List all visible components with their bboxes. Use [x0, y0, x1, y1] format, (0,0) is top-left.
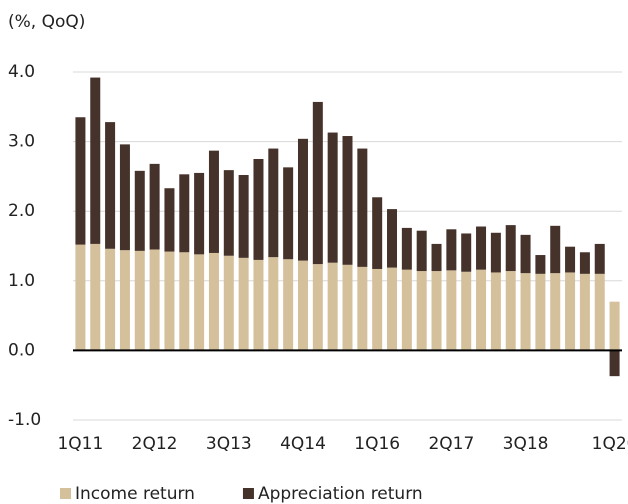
bar-segment [119, 250, 130, 351]
bar-segment [357, 148, 368, 267]
bar-segment [149, 163, 160, 250]
bar-segment [75, 244, 86, 351]
bar-segment [401, 227, 412, 270]
bar-segment [312, 101, 323, 265]
y-tick-label: 0.0 [8, 340, 35, 360]
bar-segment [476, 226, 487, 270]
bar-segment [505, 271, 516, 351]
bar-segment [164, 251, 175, 351]
bar-segment [194, 254, 205, 351]
bar-segment [476, 269, 487, 351]
bar-segment [194, 172, 205, 255]
legend-label: Appreciation return [258, 484, 423, 504]
x-tick-label: 3Q18 [503, 434, 549, 454]
bar-segment [520, 234, 531, 274]
bar-segment [312, 264, 323, 351]
x-tick-label: 1Q11 [57, 434, 103, 454]
x-tick-label: 2Q17 [428, 434, 474, 454]
bar-segment [579, 252, 590, 274]
bar-segment [431, 271, 442, 351]
bar-segment [535, 255, 546, 274]
bar-segment [327, 262, 338, 351]
bar-segment [416, 271, 427, 351]
bar-segment [372, 197, 383, 269]
bar-segment [253, 259, 264, 351]
bar-segment [594, 243, 605, 274]
bar-segment [387, 209, 398, 268]
bar-segment [609, 301, 620, 351]
bar-segment [327, 132, 338, 263]
chart-subtitle: (%, QoQ) [8, 12, 85, 32]
bar-segment [401, 269, 412, 351]
y-tick-label: 4.0 [8, 62, 35, 82]
bar-segment [461, 233, 472, 272]
x-tick-label: 1Q16 [354, 434, 400, 454]
x-tick-label: 2Q12 [132, 434, 178, 454]
bar-segment [119, 144, 130, 251]
bar-segment [179, 174, 190, 253]
bar-segment [90, 243, 101, 351]
bar-segment [223, 255, 234, 351]
bar-segment [268, 148, 279, 258]
bar-segment [446, 270, 457, 351]
bar-segment [446, 229, 457, 271]
bar-segment [550, 273, 561, 351]
x-tick-label: 1Q20 [592, 434, 628, 454]
bar-segment [223, 170, 234, 256]
bar-segment [105, 248, 116, 351]
bar-segment [179, 252, 190, 351]
bar-segment [342, 264, 353, 351]
bar-segment [90, 77, 101, 244]
bar-segment [105, 122, 116, 249]
bar-segment [134, 170, 145, 251]
bar-segment [253, 159, 264, 260]
bar-segment [387, 267, 398, 351]
bar-segment [297, 260, 308, 351]
bar-segment [505, 225, 516, 272]
bar-segment [208, 252, 219, 351]
bar-segment [579, 273, 590, 351]
bar-segment [297, 138, 308, 261]
bar-segment [164, 188, 175, 252]
bar-segment [520, 273, 531, 351]
bar-segment [238, 175, 249, 258]
bar-segment [283, 167, 294, 260]
bar-segment [416, 230, 427, 272]
y-tick-label: 1.0 [8, 271, 35, 291]
bar-segment [565, 246, 576, 273]
bar-segment [149, 249, 160, 351]
legend-swatch [242, 488, 254, 499]
bar-segment [75, 117, 86, 245]
x-tick-label: 4Q14 [280, 434, 326, 454]
bar-segment [431, 243, 442, 272]
bar-segment [208, 150, 219, 253]
bar-segment [342, 136, 353, 265]
bar-segment [535, 273, 546, 351]
bar-segment [565, 272, 576, 351]
bar-segment [550, 225, 561, 274]
y-tick-label: 3.0 [8, 132, 35, 152]
bar-segment [594, 273, 605, 351]
y-tick-label: -1.0 [8, 410, 41, 430]
bar-segment [490, 232, 501, 273]
bar-segment [238, 257, 249, 351]
bar-segment [372, 268, 383, 351]
bar-segment [609, 350, 620, 377]
legend-label: Income return [75, 484, 195, 504]
legend-swatch [60, 488, 71, 499]
bar-segment [268, 257, 279, 351]
bar-segment [357, 266, 368, 351]
bar-segment [461, 271, 472, 351]
y-tick-label: 2.0 [8, 201, 35, 221]
x-tick-label: 3Q13 [206, 434, 252, 454]
bar-segment [490, 272, 501, 351]
bar-segment [134, 250, 145, 351]
bar-segment [283, 259, 294, 351]
